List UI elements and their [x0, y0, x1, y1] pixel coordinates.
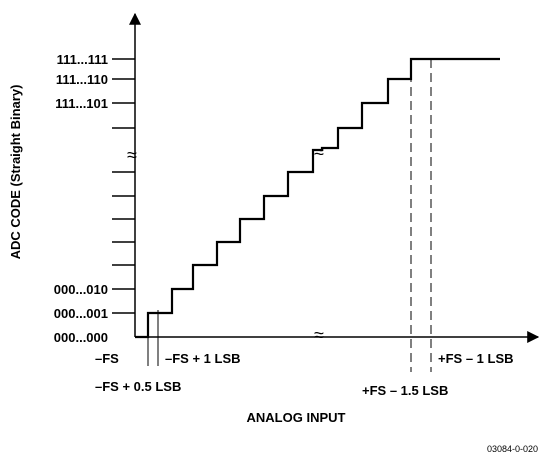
x-label-pos-fs-minus-1-5lsb: +FS – 1.5 LSB — [362, 383, 448, 398]
y-axis-title: ADC CODE (Straight Binary) — [8, 85, 23, 260]
y-code-label: 111...111 — [57, 52, 108, 67]
x-label-neg-fs-plus-1lsb: –FS + 1 LSB — [165, 351, 241, 366]
y-code-label: 000...000 — [54, 330, 108, 345]
x-axis-break-mark: ≈ — [314, 325, 324, 345]
x-label-neg-fs-plus-half-lsb: –FS + 0.5 LSB — [95, 379, 181, 394]
x-axis-title: ANALOG INPUT — [247, 410, 346, 425]
y-axis-break-mark: ≈ — [127, 145, 137, 165]
figure-id: 03084-0-020 — [487, 444, 538, 454]
transfer-function-staircase — [135, 57, 500, 339]
y-ticks — [112, 58, 135, 314]
y-code-label: 111...110 — [56, 72, 108, 87]
y-code-label: 000...001 — [54, 306, 108, 321]
x-label-pos-fs-minus-1lsb: +FS – 1 LSB — [438, 351, 514, 366]
y-code-label: 000...010 — [54, 282, 108, 297]
y-code-label: 111...101 — [55, 96, 108, 111]
staircase-break-mark: ≈ — [314, 142, 324, 162]
x-label-neg-fs: –FS — [95, 351, 119, 366]
